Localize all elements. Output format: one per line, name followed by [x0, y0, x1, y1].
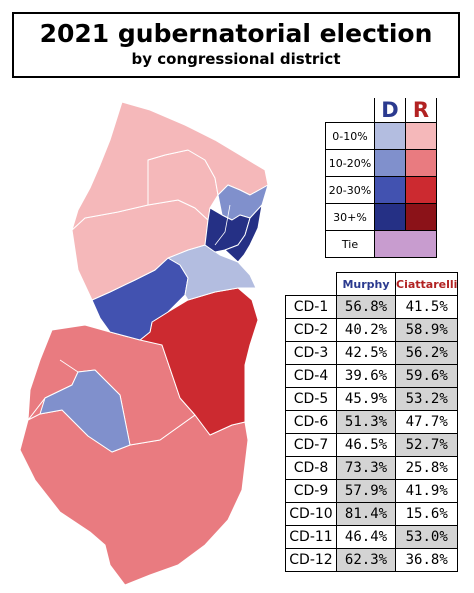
ciattarelli-value: 58.9% [394, 318, 459, 342]
results-header-row: Murphy Ciattarelli [285, 272, 459, 296]
ciattarelli-value: 41.9% [394, 479, 459, 503]
table-row: CD-1 56.8% 41.5% [285, 295, 459, 319]
murphy-value: 39.6% [336, 364, 396, 388]
results-corner [285, 272, 337, 296]
header-ciattarelli: Ciattarelli [394, 272, 459, 296]
murphy-value: 46.4% [336, 525, 396, 549]
table-row: CD-12 62.3% 36.8% [285, 548, 459, 572]
table-row: CD-6 51.3% 47.7% [285, 410, 459, 434]
murphy-value: 57.9% [336, 479, 396, 503]
ciattarelli-value: 56.2% [394, 341, 459, 365]
district-label: CD-9 [285, 479, 337, 503]
district-cd5 [71, 101, 269, 231]
legend-corner [326, 98, 375, 123]
district-label: CD-1 [285, 295, 337, 319]
legend-swatch-tie [374, 230, 437, 258]
table-row: CD-4 39.6% 59.6% [285, 364, 459, 388]
ciattarelli-value: 53.0% [394, 525, 459, 549]
legend-row-label: 20-30% [325, 176, 375, 204]
legend-row: 10-20% [325, 149, 437, 177]
murphy-value: 42.5% [336, 341, 396, 365]
murphy-value: 73.3% [336, 456, 396, 480]
murphy-value: 81.4% [336, 502, 396, 526]
map-subtitle: by congressional district [131, 50, 341, 68]
legend-row: 20-30% [325, 176, 437, 204]
murphy-value: 56.8% [336, 295, 396, 319]
table-row: CD-10 81.4% 15.6% [285, 502, 459, 526]
district-label: CD-7 [285, 433, 337, 457]
legend-row: 30+% [325, 203, 437, 231]
table-row: CD-7 46.5% 52.7% [285, 433, 459, 457]
legend-party-r: R [405, 98, 437, 123]
ciattarelli-value: 25.8% [394, 456, 459, 480]
murphy-value: 51.3% [336, 410, 396, 434]
legend-swatch-r [405, 122, 437, 150]
table-row: CD-3 42.5% 56.2% [285, 341, 459, 365]
district-label: CD-6 [285, 410, 337, 434]
ciattarelli-value: 53.2% [394, 387, 459, 411]
ciattarelli-value: 59.6% [394, 364, 459, 388]
ciattarelli-value: 15.6% [394, 502, 459, 526]
table-row: CD-2 40.2% 58.9% [285, 318, 459, 342]
table-row: CD-11 46.4% 53.0% [285, 525, 459, 549]
legend-header-row: D R [326, 98, 437, 123]
legend-swatch-d [374, 176, 406, 204]
murphy-value: 62.3% [336, 548, 396, 572]
legend-tie-label: Tie [325, 230, 375, 258]
murphy-value: 46.5% [336, 433, 396, 457]
legend-swatch-r [405, 176, 437, 204]
district-label: CD-12 [285, 548, 337, 572]
ciattarelli-value: 36.8% [394, 548, 459, 572]
title-box: 2021 gubernatorial election by congressi… [12, 12, 460, 78]
results-body: CD-1 56.8% 41.5% CD-2 40.2% 58.9% CD-3 42.5% 56.… [285, 295, 459, 572]
legend-swatch-d [374, 122, 406, 150]
district-cd1 [39, 369, 131, 453]
ciattarelli-value: 47.7% [394, 410, 459, 434]
table-row: CD-9 57.9% 41.9% [285, 479, 459, 503]
legend-swatch-r [405, 203, 437, 231]
legend-row-tie: Tie [325, 230, 437, 258]
district-cd8 [224, 204, 263, 263]
district-label: CD-4 [285, 364, 337, 388]
legend-table: D R 0-10% 10-20% 20-30% 30+% Tie [325, 98, 437, 258]
table-row: CD-8 73.3% 25.8% [285, 456, 459, 480]
results-table: Murphy Ciattarelli CD-1 56.8% 41.5% CD-2 40.… [285, 272, 459, 572]
map-title: 2021 gubernatorial election [39, 19, 433, 48]
ciattarelli-value: 52.7% [394, 433, 459, 457]
legend-row-label: 30+% [325, 203, 375, 231]
district-label: CD-10 [285, 502, 337, 526]
legend-row: 0-10% [325, 122, 437, 150]
district-label: CD-5 [285, 387, 337, 411]
ciattarelli-value: 41.5% [394, 295, 459, 319]
legend-party-d: D [374, 98, 406, 123]
district-label: CD-2 [285, 318, 337, 342]
murphy-value: 40.2% [336, 318, 396, 342]
murphy-value: 45.9% [336, 387, 396, 411]
district-label: CD-11 [285, 525, 337, 549]
legend-swatch-d [374, 149, 406, 177]
header-murphy: Murphy [336, 272, 396, 296]
legend-swatch-r [405, 149, 437, 177]
legend-row-label: 10-20% [325, 149, 375, 177]
district-boundaries [59, 160, 263, 373]
district-label: CD-3 [285, 341, 337, 365]
table-row: CD-5 45.9% 53.2% [285, 387, 459, 411]
legend-row-label: 0-10% [325, 122, 375, 150]
district-label: CD-8 [285, 456, 337, 480]
legend-swatch-d [374, 203, 406, 231]
